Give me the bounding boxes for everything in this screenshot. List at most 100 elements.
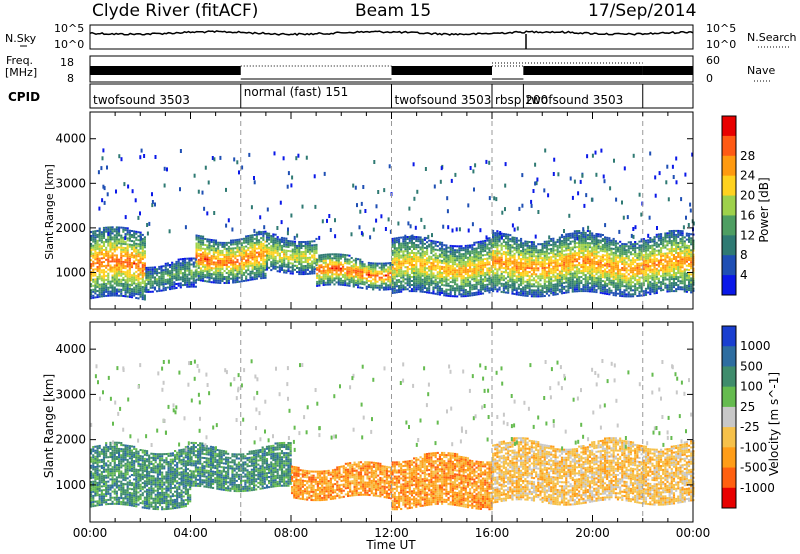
echo-cell xyxy=(361,271,364,274)
echo-cell xyxy=(322,282,325,285)
echo-cell xyxy=(100,275,103,278)
echo-cell xyxy=(475,253,478,256)
echo-cell xyxy=(462,275,465,278)
echo-cell xyxy=(522,250,525,253)
echo-cell xyxy=(324,283,327,286)
echo-cell xyxy=(141,256,144,259)
echo-cell xyxy=(612,253,615,256)
echo-cell xyxy=(124,291,127,294)
echo-cell xyxy=(543,240,546,243)
echo-cell xyxy=(227,265,230,268)
echo-cell xyxy=(398,275,401,278)
echo-cell xyxy=(500,262,503,265)
echo-cell xyxy=(484,266,487,269)
echo-cell xyxy=(419,290,422,293)
echo-cell xyxy=(230,239,233,242)
echo-cell xyxy=(558,270,561,273)
echo-cell xyxy=(423,263,426,266)
echo-cell xyxy=(245,263,248,266)
echo-cell xyxy=(404,282,407,285)
echo-cell xyxy=(186,261,189,264)
echo-cell xyxy=(278,268,281,271)
echo-cell xyxy=(526,250,529,253)
echo-cell xyxy=(464,281,467,284)
echo-cell xyxy=(576,274,579,277)
echo-cell xyxy=(221,241,224,244)
echo-cell xyxy=(326,257,330,260)
echo-cell xyxy=(612,282,615,285)
echo-cell xyxy=(389,262,392,265)
echo-cell xyxy=(612,251,615,254)
echo-cell xyxy=(194,281,197,284)
echo-cell xyxy=(532,289,536,292)
echo-cell xyxy=(137,289,140,292)
echo-cell xyxy=(541,289,544,292)
echo-cell xyxy=(550,272,553,275)
echo-cell xyxy=(382,288,386,291)
echo-cell xyxy=(225,280,228,283)
echo-cell xyxy=(610,267,613,270)
echo-cell xyxy=(479,252,482,255)
echo-cell xyxy=(181,258,185,261)
echo-cell xyxy=(122,285,125,288)
echo-cell xyxy=(580,280,583,283)
echo-cell xyxy=(588,278,592,281)
echo-cell xyxy=(593,240,596,243)
echo-cell xyxy=(92,232,95,235)
echo-cell xyxy=(558,258,561,261)
echo-cell xyxy=(365,281,368,284)
echo-cell xyxy=(537,289,540,292)
cpid-program-2: twofsound 3503 xyxy=(395,93,492,107)
echo-cell xyxy=(548,286,551,289)
echo-cell xyxy=(199,279,202,282)
echo-cell xyxy=(537,249,540,252)
echo-cell xyxy=(488,241,491,244)
echo-cell xyxy=(526,280,529,283)
echo-cell xyxy=(158,283,161,286)
echo-cell xyxy=(173,265,176,268)
echo-cell xyxy=(265,232,269,235)
echo-cell xyxy=(395,267,398,270)
echo-cell xyxy=(616,282,620,285)
echo-cell xyxy=(606,254,609,257)
echo-cell xyxy=(151,276,154,279)
echo-cell xyxy=(221,243,224,246)
echo-cell xyxy=(522,280,525,283)
echo-cell xyxy=(175,283,178,286)
echo-cell xyxy=(490,242,493,245)
echo-cell xyxy=(126,291,129,294)
echo-cell xyxy=(460,249,463,252)
echo-cell xyxy=(543,274,546,277)
echo-cell xyxy=(115,256,118,259)
echo-cell xyxy=(413,278,416,281)
echo-cell xyxy=(195,252,198,255)
echo-cell xyxy=(511,280,514,283)
echo-cell xyxy=(221,280,224,283)
echo-cell xyxy=(426,245,429,248)
echo-cell xyxy=(423,281,426,284)
echo-cell xyxy=(601,238,604,241)
echo-cell xyxy=(232,267,235,270)
echo-cell xyxy=(94,256,97,259)
echo-cell xyxy=(402,262,405,265)
echo-cell xyxy=(413,260,416,263)
echo-cell xyxy=(550,240,553,243)
echo-cell xyxy=(554,279,557,282)
echo-cell xyxy=(166,278,169,281)
echo-cell xyxy=(232,277,235,280)
echo-cell xyxy=(133,290,136,293)
echo-cell xyxy=(479,242,482,245)
echo-cell xyxy=(423,291,426,294)
echo-cell xyxy=(158,265,161,268)
echo-cell xyxy=(530,285,533,288)
echo-cell xyxy=(535,295,538,298)
echo-cell xyxy=(274,265,277,268)
echo-cell xyxy=(484,254,487,257)
echo-cell xyxy=(199,253,202,256)
echo-cell xyxy=(443,276,446,279)
echo-cell xyxy=(496,244,499,247)
echo-cell xyxy=(238,242,241,245)
echo-cell xyxy=(166,270,169,273)
echo-cell xyxy=(352,275,355,278)
echo-cell xyxy=(595,249,598,252)
